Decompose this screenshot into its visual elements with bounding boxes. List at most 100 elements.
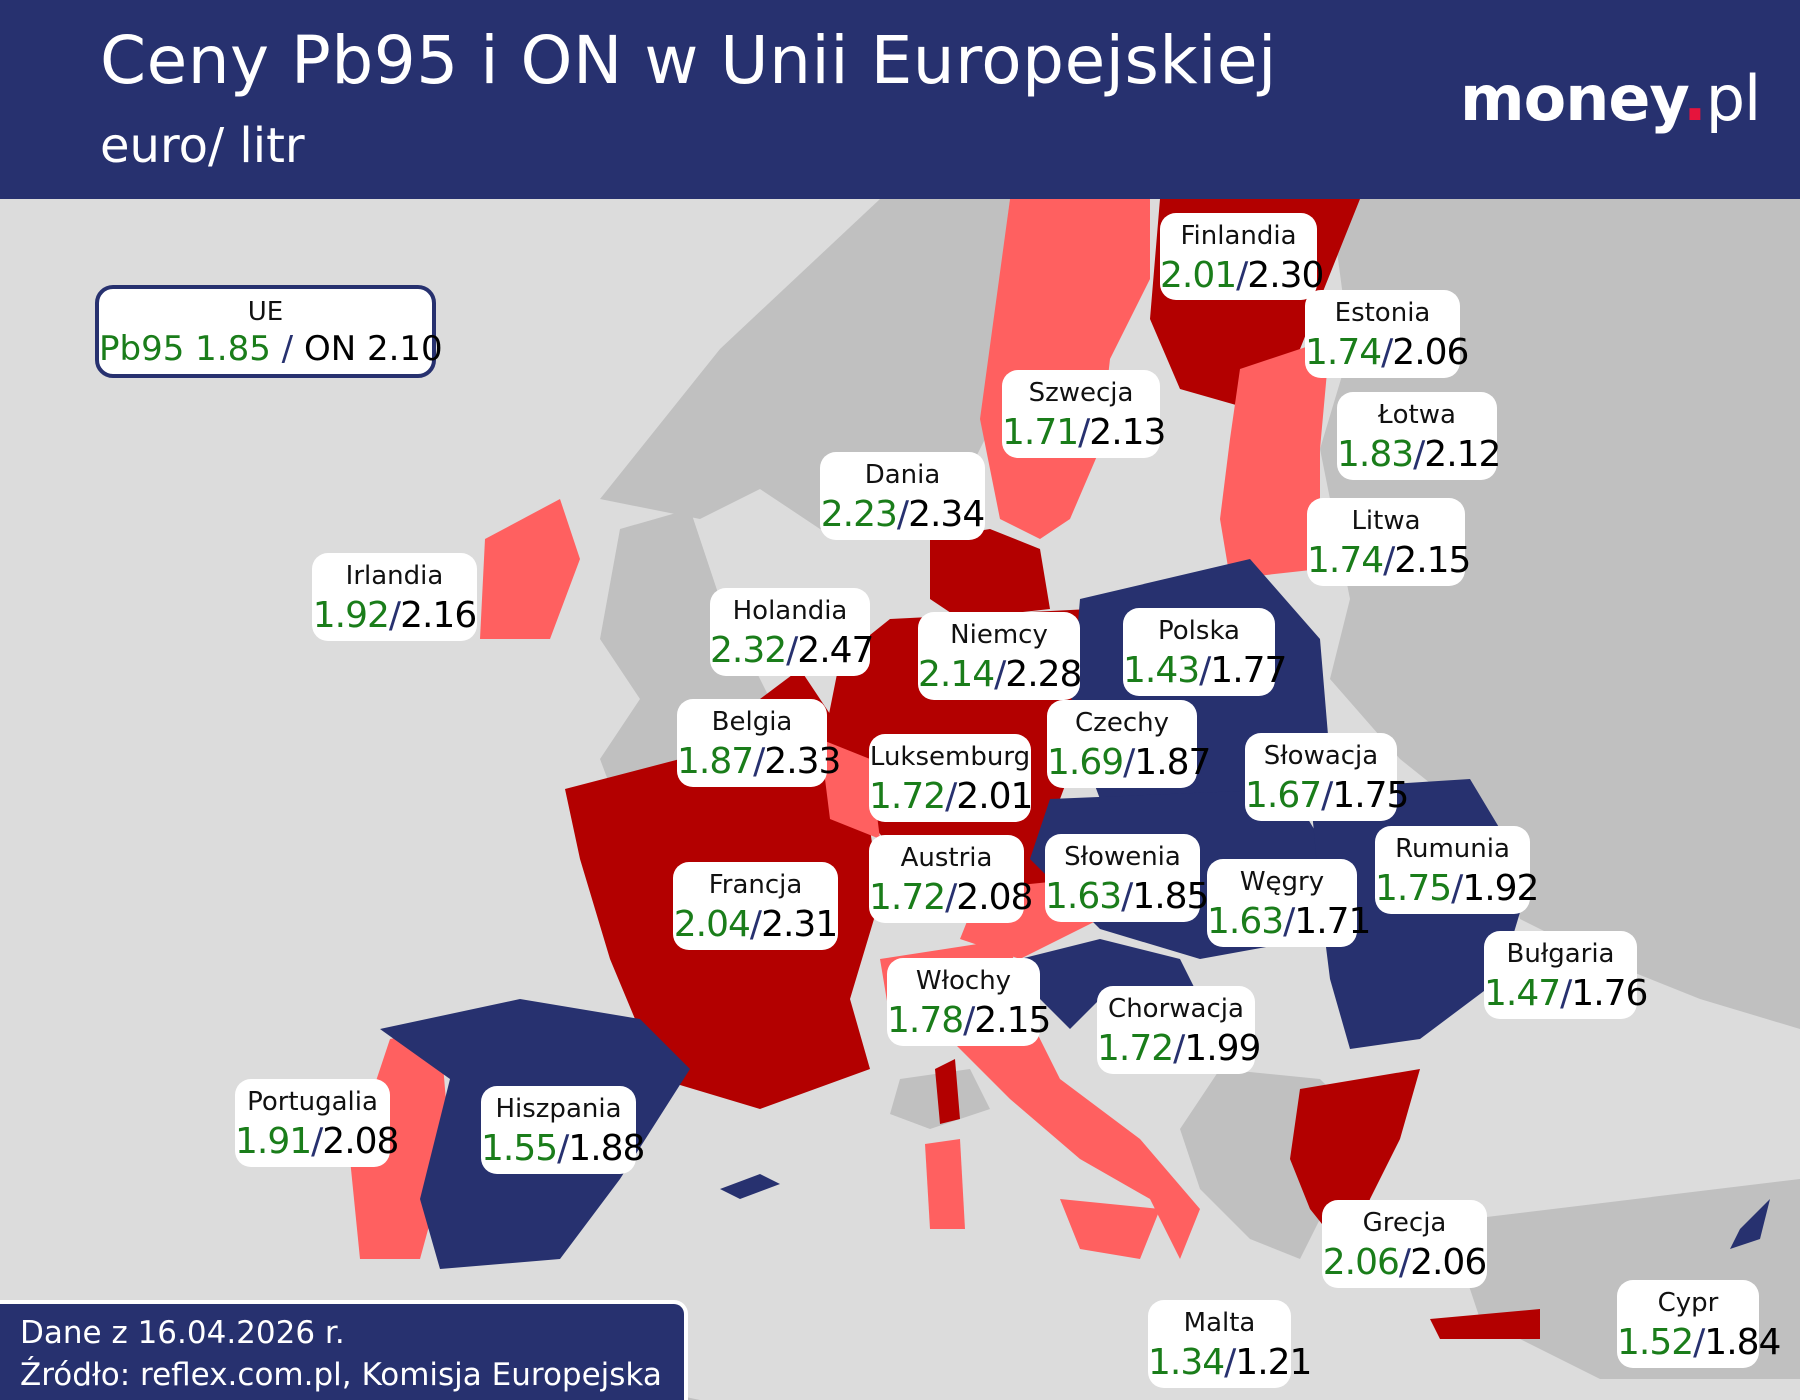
country-prices: 2.32/2.47 [710, 630, 874, 671]
country-prices: 1.72/1.99 [1097, 1028, 1261, 1069]
on-price: 1.76 [1571, 973, 1648, 1014]
pb95-price: 1.72 [869, 877, 946, 918]
on-price: 2.34 [908, 494, 985, 535]
pb95-price: 2.14 [918, 654, 995, 695]
on-price: 1.88 [568, 1128, 645, 1169]
country-name: Holandia [732, 596, 848, 626]
country-label-estonia: Estonia 1.74/2.06 [1305, 290, 1469, 378]
pb95-price: 1.72 [1097, 1028, 1174, 1069]
on-price: 2.08 [322, 1121, 399, 1162]
header-banner: Ceny Pb95 i ON w Unii Europejskiej euro/… [0, 0, 1800, 199]
country-label-czechy: Czechy 1.69/1.87 [1047, 700, 1211, 788]
country-label-finlandia: Finlandia 2.01/2.30 [1160, 213, 1324, 300]
logo-dot: . [1683, 62, 1707, 135]
country-label-austria: Austria 1.72/2.08 [869, 835, 1033, 923]
country-name: Rumunia [1395, 834, 1510, 864]
pb95-price: 1.63 [1207, 901, 1284, 942]
pb95-price: 2.32 [710, 630, 787, 671]
country-name: Finlandia [1180, 221, 1297, 251]
pb95-price: 1.74 [1305, 332, 1382, 373]
logo-tld: pl [1705, 62, 1762, 135]
country-name: Grecja [1362, 1208, 1447, 1238]
denmark-shape [930, 529, 1050, 619]
country-label-niemcy: Niemcy 2.14/2.28 [918, 612, 1082, 700]
pb95-price: 2.06 [1322, 1242, 1400, 1283]
pb95-price: 1.67 [1245, 775, 1322, 816]
country-prices: 1.71/2.13 [1002, 412, 1166, 453]
country-prices: 1.63/1.71 [1207, 901, 1371, 942]
sardinia-shape [925, 1139, 965, 1229]
country-prices: 1.67/1.75 [1245, 775, 1409, 816]
on-price: 2.08 [956, 877, 1033, 918]
data-source: Źródło: reflex.com.pl, Komisja Europejsk… [20, 1357, 662, 1393]
country-name: Włochy [915, 966, 1012, 996]
on-price: 1.21 [1235, 1342, 1312, 1383]
country-prices: 1.83/2.12 [1337, 434, 1501, 475]
country-name: Bułgaria [1506, 939, 1615, 969]
country-prices: 1.69/1.87 [1047, 742, 1211, 783]
pb95-price: 1.55 [481, 1128, 558, 1169]
country-name: Belgia [711, 707, 793, 737]
pb95-price: 1.63 [1045, 876, 1122, 917]
pb95-price: 1.71 [1002, 412, 1079, 453]
country-prices: 1.72/2.01 [869, 776, 1033, 817]
page-title: Ceny Pb95 i ON w Unii Europejskiej [100, 22, 1277, 99]
logo-brand: money [1460, 62, 1684, 135]
country-label-chorwacja: Chorwacja 1.72/1.99 [1097, 986, 1261, 1074]
eu-label: UE [247, 297, 284, 327]
corsica-shape [935, 1059, 960, 1124]
pb95-price: 1.34 [1148, 1342, 1225, 1383]
country-name: Luksemburg [869, 742, 1031, 772]
country-label-wlochy: Włochy 1.78/2.15 [887, 958, 1051, 1046]
country-name: Czechy [1075, 708, 1169, 738]
country-label-dania: Dania 2.23/2.34 [820, 452, 985, 540]
country-name: Litwa [1351, 506, 1421, 536]
on-price: 2.06 [1392, 332, 1469, 373]
country-name: Słowacja [1263, 741, 1379, 771]
country-prices: 2.06/2.06 [1322, 1242, 1487, 1283]
pb95-price: 2.01 [1160, 255, 1237, 296]
on-price: 2.28 [1005, 654, 1082, 695]
country-label-grecja: Grecja 2.06/2.06 [1322, 1200, 1487, 1288]
eu-separator: / [281, 329, 294, 369]
pb95-price: 2.23 [820, 494, 898, 535]
country-name: Chorwacja [1108, 994, 1244, 1024]
country-name: Szwecja [1028, 378, 1134, 408]
pb95-price: 1.52 [1617, 1322, 1694, 1363]
money-pl-logo: money.pl [1460, 62, 1762, 135]
pb95-price: 1.83 [1337, 434, 1414, 475]
country-label-belgia: Belgia 1.87/2.33 [677, 699, 841, 787]
on-price: 2.15 [1394, 540, 1471, 581]
country-name: Niemcy [950, 620, 1048, 650]
country-prices: 1.43/1.77 [1123, 650, 1287, 691]
country-prices: 1.78/2.15 [887, 1000, 1051, 1041]
data-date: Dane z 16.04.2026 r. [20, 1315, 345, 1351]
on-price: 2.06 [1410, 1242, 1487, 1283]
country-prices: 1.63/1.85 [1045, 876, 1209, 917]
crete-shape [1430, 1309, 1540, 1339]
country-name: Łotwa [1378, 400, 1456, 430]
on-price: 1.75 [1332, 775, 1409, 816]
country-name: Polska [1158, 616, 1240, 646]
country-label-holandia: Holandia 2.32/2.47 [710, 588, 874, 676]
pb95-price: 1.92 [312, 595, 390, 636]
country-name: Austria [900, 843, 993, 873]
on-price: 1.99 [1184, 1028, 1261, 1069]
on-price: 2.15 [974, 1000, 1051, 1041]
country-label-malta: Malta 1.34/1.21 [1148, 1300, 1312, 1388]
on-price: 2.30 [1247, 255, 1324, 296]
pb95-price: 1.74 [1307, 540, 1384, 581]
eu-on-value: ON 2.10 [303, 329, 443, 369]
pb95-price: 1.78 [887, 1000, 964, 1041]
eu-values: Pb95 1.85 / ON 2.10 [99, 329, 443, 369]
country-prices: 1.92/2.16 [312, 595, 477, 636]
country-name: Cypr [1657, 1288, 1719, 1318]
country-prices: 1.74/2.15 [1307, 540, 1471, 581]
slovenia-croatia-shape [1020, 939, 1200, 1029]
eu-average-box: UE Pb95 1.85 / ON 2.10 [95, 285, 443, 378]
eu-pb95-value: Pb95 1.85 [99, 329, 271, 369]
country-label-wegry: Węgry 1.63/1.71 [1207, 859, 1371, 947]
ireland-shape [480, 499, 580, 639]
pb95-price: 1.43 [1123, 650, 1200, 691]
on-price: 1.77 [1210, 650, 1287, 691]
